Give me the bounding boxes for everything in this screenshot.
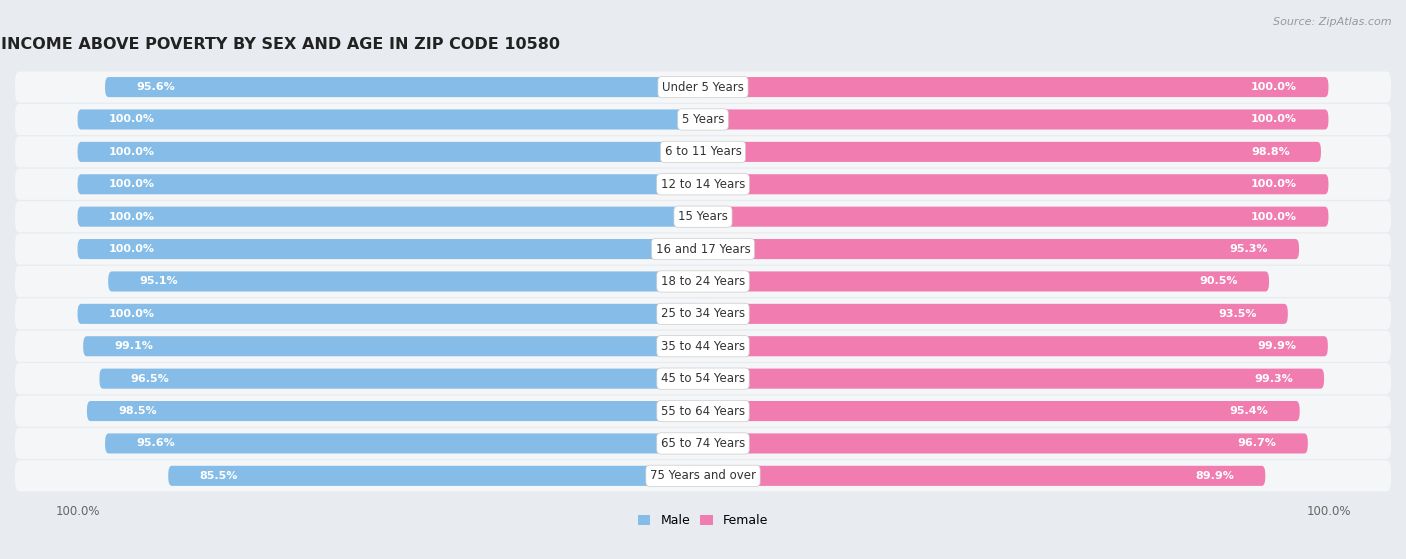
FancyBboxPatch shape — [703, 207, 1329, 227]
Text: Under 5 Years: Under 5 Years — [662, 80, 744, 93]
FancyBboxPatch shape — [15, 331, 1391, 362]
FancyBboxPatch shape — [703, 142, 1322, 162]
FancyBboxPatch shape — [77, 110, 703, 130]
Text: 100.0%: 100.0% — [108, 179, 155, 190]
Text: 18 to 24 Years: 18 to 24 Years — [661, 275, 745, 288]
Text: 89.9%: 89.9% — [1195, 471, 1234, 481]
FancyBboxPatch shape — [703, 110, 1329, 130]
Text: 93.5%: 93.5% — [1218, 309, 1257, 319]
Legend: Male, Female: Male, Female — [638, 514, 768, 527]
Text: 15 Years: 15 Years — [678, 210, 728, 223]
Text: 95.6%: 95.6% — [136, 82, 176, 92]
FancyBboxPatch shape — [15, 266, 1391, 297]
FancyBboxPatch shape — [703, 336, 1327, 356]
FancyBboxPatch shape — [703, 304, 1288, 324]
Text: 5 Years: 5 Years — [682, 113, 724, 126]
FancyBboxPatch shape — [15, 169, 1391, 200]
FancyBboxPatch shape — [703, 174, 1329, 195]
FancyBboxPatch shape — [87, 401, 703, 421]
FancyBboxPatch shape — [703, 272, 1270, 291]
Text: 98.5%: 98.5% — [118, 406, 157, 416]
Text: 99.3%: 99.3% — [1254, 373, 1292, 383]
FancyBboxPatch shape — [100, 368, 703, 389]
Text: 95.1%: 95.1% — [139, 277, 179, 286]
Text: 90.5%: 90.5% — [1199, 277, 1237, 286]
Text: 100.0%: 100.0% — [108, 309, 155, 319]
FancyBboxPatch shape — [703, 368, 1324, 389]
Text: 85.5%: 85.5% — [200, 471, 238, 481]
Text: 100.0%: 100.0% — [108, 244, 155, 254]
FancyBboxPatch shape — [15, 201, 1391, 232]
Text: INCOME ABOVE POVERTY BY SEX AND AGE IN ZIP CODE 10580: INCOME ABOVE POVERTY BY SEX AND AGE IN Z… — [1, 37, 560, 53]
FancyBboxPatch shape — [105, 77, 703, 97]
FancyBboxPatch shape — [703, 433, 1308, 453]
Text: 55 to 64 Years: 55 to 64 Years — [661, 405, 745, 418]
Text: 65 to 74 Years: 65 to 74 Years — [661, 437, 745, 450]
FancyBboxPatch shape — [15, 299, 1391, 329]
Text: 100.0%: 100.0% — [1251, 82, 1298, 92]
FancyBboxPatch shape — [15, 428, 1391, 459]
Text: 16 and 17 Years: 16 and 17 Years — [655, 243, 751, 255]
FancyBboxPatch shape — [77, 207, 703, 227]
Text: 95.4%: 95.4% — [1230, 406, 1268, 416]
FancyBboxPatch shape — [77, 239, 703, 259]
Text: 100.0%: 100.0% — [1251, 212, 1298, 222]
FancyBboxPatch shape — [703, 77, 1329, 97]
FancyBboxPatch shape — [15, 72, 1391, 103]
Text: 12 to 14 Years: 12 to 14 Years — [661, 178, 745, 191]
Text: 100.0%: 100.0% — [1251, 179, 1298, 190]
FancyBboxPatch shape — [15, 460, 1391, 491]
Text: 45 to 54 Years: 45 to 54 Years — [661, 372, 745, 385]
Text: 75 Years and over: 75 Years and over — [650, 470, 756, 482]
FancyBboxPatch shape — [15, 396, 1391, 427]
Text: 25 to 34 Years: 25 to 34 Years — [661, 307, 745, 320]
Text: 100.0%: 100.0% — [108, 147, 155, 157]
FancyBboxPatch shape — [108, 272, 703, 291]
Text: 95.6%: 95.6% — [136, 438, 176, 448]
Text: 98.8%: 98.8% — [1251, 147, 1289, 157]
Text: 95.3%: 95.3% — [1229, 244, 1268, 254]
Text: 99.1%: 99.1% — [114, 341, 153, 351]
FancyBboxPatch shape — [15, 104, 1391, 135]
Text: Source: ZipAtlas.com: Source: ZipAtlas.com — [1274, 17, 1392, 27]
FancyBboxPatch shape — [703, 401, 1299, 421]
FancyBboxPatch shape — [77, 174, 703, 195]
FancyBboxPatch shape — [77, 304, 703, 324]
FancyBboxPatch shape — [83, 336, 703, 356]
Text: 100.0%: 100.0% — [108, 115, 155, 125]
FancyBboxPatch shape — [105, 433, 703, 453]
Text: 6 to 11 Years: 6 to 11 Years — [665, 145, 741, 158]
Text: 100.0%: 100.0% — [108, 212, 155, 222]
Text: 99.9%: 99.9% — [1257, 341, 1296, 351]
Text: 96.7%: 96.7% — [1237, 438, 1277, 448]
FancyBboxPatch shape — [15, 363, 1391, 394]
Text: 100.0%: 100.0% — [1251, 115, 1298, 125]
FancyBboxPatch shape — [15, 234, 1391, 264]
FancyBboxPatch shape — [77, 142, 703, 162]
FancyBboxPatch shape — [169, 466, 703, 486]
FancyBboxPatch shape — [703, 239, 1299, 259]
FancyBboxPatch shape — [15, 136, 1391, 168]
Text: 35 to 44 Years: 35 to 44 Years — [661, 340, 745, 353]
FancyBboxPatch shape — [703, 466, 1265, 486]
Text: 96.5%: 96.5% — [131, 373, 170, 383]
